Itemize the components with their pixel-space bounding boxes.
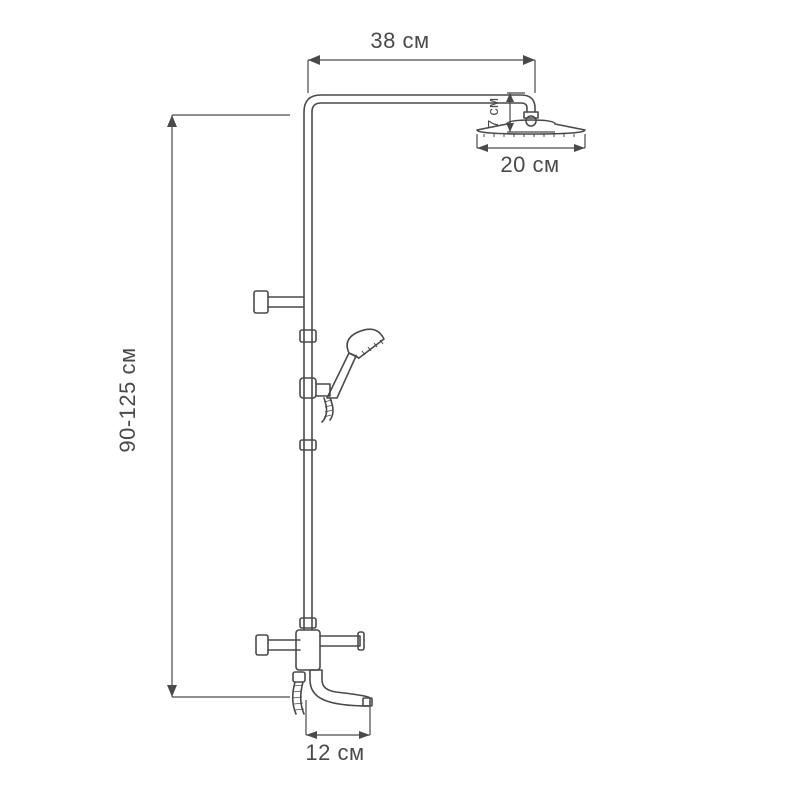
dim-head-height-label: 7 см (485, 98, 502, 128)
dim-height-label: 90-125 см (115, 347, 140, 452)
dim-arm-width: 38 см (308, 28, 535, 93)
riser-joint (300, 330, 316, 450)
dim-head-width: 20 см (477, 134, 585, 177)
spout (310, 670, 372, 706)
shower-head-connector (524, 112, 538, 126)
wall-bracket-upper (254, 291, 304, 313)
dim-head-width-label: 20 см (500, 152, 559, 177)
dim-spout-width: 12 см (305, 700, 370, 765)
dim-arm-width-label: 38 см (370, 28, 429, 53)
dim-height: 90-125 см (115, 115, 290, 697)
dimension-diagram: 90-125 см 38 см 7 см 20 см 12 см (0, 0, 800, 800)
shower-product (254, 95, 585, 714)
mixer-body (256, 618, 364, 714)
dim-head-height: 7 см (485, 93, 555, 132)
dim-spout-width-label: 12 см (305, 740, 364, 765)
